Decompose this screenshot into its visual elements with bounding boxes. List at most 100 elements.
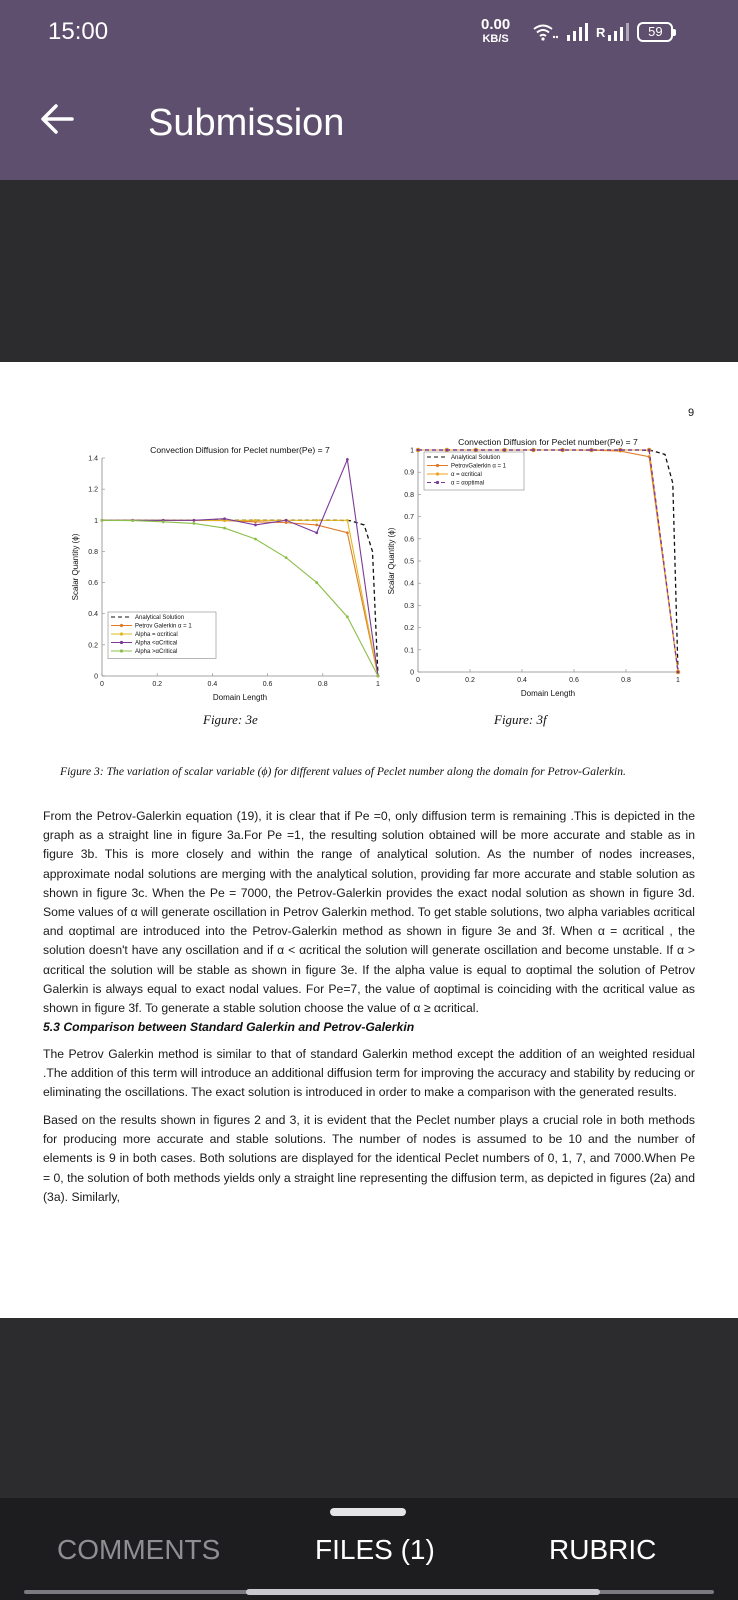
fig3e-series-4-point: [131, 519, 135, 522]
fig3e-series-4-point: [315, 581, 319, 584]
fig3e-legend-marker: [119, 632, 124, 636]
fig3e-y-tick-label: 0.6: [88, 580, 98, 587]
fig3e-x-axis-label: Domain Length: [213, 693, 267, 702]
figure-caption: Figure 3: The variation of scalar variab…: [60, 765, 626, 778]
status-icons: R 59: [532, 22, 677, 42]
fig3f-series-3-point: [618, 448, 622, 452]
fig3e-y-tick-label: 0.2: [88, 642, 98, 649]
fig3e-y-tick-label: 0.8: [88, 549, 98, 556]
fig3e-series-4-point: [192, 522, 196, 525]
fig3f-series-3-point: [561, 448, 564, 452]
fig3f-y-tick-label: 0.7: [404, 514, 414, 521]
drag-handle[interactable]: [330, 1508, 406, 1516]
fig3f-series-3-point: [532, 448, 535, 452]
tab-rubric[interactable]: RUBRIC: [549, 1534, 657, 1565]
fig3e-series-1-point: [315, 523, 319, 527]
tab-files[interactable]: FILES (1): [315, 1534, 435, 1565]
fig3f-legend-box: [423, 451, 525, 491]
arrow-back-icon[interactable]: [34, 96, 80, 142]
fig3f-title: Convection Diffusion for Peclet number(P…: [458, 437, 638, 447]
fig3e-series-3-point: [315, 531, 319, 535]
fig3f-y-tick-label: 0.9: [404, 470, 414, 477]
fig3f-y-tick-label: 0.2: [404, 625, 414, 632]
fig3e-y-axis-label: Scalar Quantity (ϕ): [71, 533, 80, 600]
fig3f-x-tick-label: 0: [416, 677, 420, 684]
fig3f-x-tick-label: 0.2: [465, 677, 475, 684]
fig3f-series-3-point: [474, 448, 478, 452]
fig3e-legend-entry: Petrov Galerkin α = 1: [135, 624, 192, 630]
viewer-background: [0, 180, 738, 362]
fig3f-x-tick-label: 0.6: [569, 677, 579, 684]
scrollbar-thumb[interactable]: [246, 1589, 600, 1595]
viewer-background-bottom: [0, 1318, 738, 1498]
fig3e-series-3-point: [345, 458, 349, 461]
fig3f-series-3-point: [416, 448, 420, 452]
fig3e-series-4-point: [284, 556, 288, 560]
battery-icon: 59: [637, 22, 677, 42]
fig3f-series-3-point: [647, 448, 651, 452]
tab-comments[interactable]: COMMENTS: [57, 1534, 221, 1565]
fig3e-x-tick-label: 0: [100, 681, 104, 688]
chart-figure-3e: 0 0.2 0.4 0.6 0.8 1 0 0.2 0.4 0.6 0.8 1 1.2 1.4 Convec…: [60, 436, 400, 706]
fig3e-series-3-point: [192, 518, 196, 522]
network-speed-value: 0.00: [481, 16, 511, 33]
fig3f-legend-marker: [435, 463, 440, 468]
paragraph-1: From the Petrov-Galerkin equation (19), …: [43, 809, 695, 1016]
figure-3f-label: Figure: 3f: [494, 712, 547, 727]
document-page[interactable]: 9 0 0.2 0.4 0.6 0.8 1 0 0.2 0.4 0.6 0.8 1 1.2 1.4 Conv…: [0, 362, 738, 1318]
fig3f-x-tick-label: 0.4: [517, 677, 527, 684]
fig3e-legend-marker: [119, 640, 124, 645]
fig3e-series-1-point: [284, 521, 288, 525]
fig3f-series-3-point: [503, 448, 506, 452]
fig3f-y-tick-label: 0.4: [404, 581, 414, 588]
fig3f-y-tick-label: 0.5: [404, 559, 414, 566]
fig3e-series-2-point: [254, 518, 257, 522]
fig3e-series-2-point: [345, 518, 349, 522]
fig3f-x-tick-label: 1: [676, 677, 680, 684]
fig3e-x-tick-label: 1: [376, 681, 380, 688]
fig3e-x-tick-label: 0.6: [263, 681, 273, 688]
fig3f-legend-marker: [435, 472, 440, 476]
fig3f-legend-entry: α = αoptimal: [451, 481, 484, 487]
fig3e-title: Convection Diffusion for Peclet number(P…: [150, 445, 330, 455]
fig3e-series-4-point: [376, 674, 380, 678]
app-bar: Submission: [0, 66, 738, 180]
signal-icon-2: [608, 23, 630, 41]
fig3e-y-tick-label: 1: [94, 518, 98, 525]
status-bar: 15:00 0.00 KB/S R 59: [0, 0, 738, 66]
page-title: Submission: [148, 102, 345, 144]
fig3e-series-4-line: [101, 519, 379, 677]
fig3e-series-1-point: [345, 531, 349, 535]
fig3f-x-axis-label: Domain Length: [521, 689, 575, 698]
fig3f-y-tick-label: 1: [410, 448, 414, 455]
fig3f-y-tick-label: 0.1: [404, 647, 414, 654]
status-time: 15:00: [48, 18, 109, 45]
fig3f-y-tick-label: 0.6: [404, 536, 414, 543]
fig3e-series-4-point: [161, 520, 165, 524]
fig3f-legend-marker: [435, 480, 440, 485]
fig3e-y-tick-label: 1.4: [88, 456, 98, 463]
bottom-nav: COMMENTS FILES (1) RUBRIC: [0, 1498, 738, 1600]
fig3f-y-tick-label: 0.8: [404, 492, 414, 499]
fig3f-y-axis-label: Scalar Quantity (ϕ): [387, 527, 396, 594]
fig3f-series-3-point: [445, 448, 449, 452]
fig3f-x-tick-label: 0.8: [621, 677, 631, 684]
fig3e-legend-marker: [119, 623, 124, 628]
fig3e-y-tick-label: 1.2: [88, 487, 98, 494]
wifi-icon: [533, 24, 558, 41]
fig3e-series-3-point: [254, 523, 257, 527]
fig3e-x-tick-label: 0.8: [318, 681, 328, 688]
network-speed-unit: KB/S: [482, 33, 509, 45]
fig3e-series-4-point: [223, 526, 226, 530]
network-speed: 0.00 KB/S: [481, 16, 511, 46]
fig3e-series-3-point: [284, 518, 288, 522]
fig3e-x-tick-label: 0.4: [208, 681, 218, 688]
fig3f-legend-entry: PetrovGalerkin α = 1: [451, 464, 507, 470]
fig3e-y-tick-label: 0: [94, 674, 98, 681]
roaming-indicator: R: [596, 24, 606, 40]
fig3f-y-tick-label: 0.3: [404, 603, 414, 610]
fig3f-legend-entry: α = αcritical: [451, 472, 482, 478]
page-number: 9: [688, 407, 695, 419]
chart-figure-3f: 0 0.2 0.4 0.6 0.8 1 0 0.1 0.2 0.3 0.4 0.5 0.6 0.7 0.8 0…: [382, 432, 702, 707]
battery-level: 59: [648, 24, 663, 39]
